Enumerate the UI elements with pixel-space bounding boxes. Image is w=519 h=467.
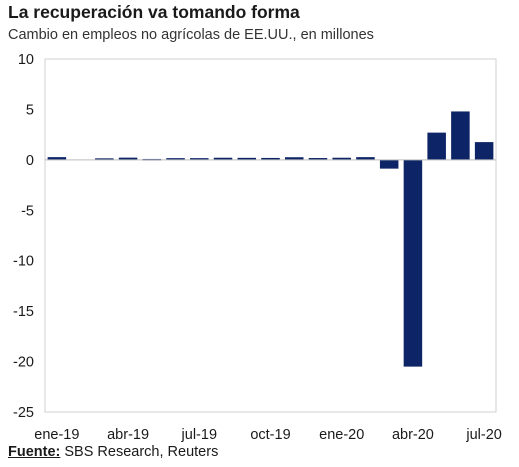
- bar-ene-19: [47, 157, 67, 160]
- y-tick-label: -5: [21, 203, 34, 219]
- y-tick-label: 10: [18, 52, 34, 68]
- bar-mar-19: [95, 158, 114, 160]
- bars: [47, 111, 494, 367]
- bar-sep-19: [237, 157, 257, 160]
- bar-ago-19: [213, 157, 233, 160]
- x-tick-label: jul-19: [181, 427, 217, 443]
- bar-oct-19: [261, 157, 280, 160]
- y-tick-label: 5: [26, 102, 34, 118]
- bar-abr-20: [403, 159, 423, 367]
- bar-may-20: [427, 132, 446, 160]
- bar-nov-19: [284, 157, 304, 160]
- x-axis-ticks: ene-19 abr-19 jul-19 oct-19 ene-20 abr-20 jul-…: [34, 427, 502, 443]
- source-note: Fuente: SBS Research, Reuters: [8, 444, 218, 460]
- y-tick-label: -20: [13, 355, 34, 371]
- bar-feb-20: [356, 157, 375, 160]
- x-tick-label: oct-19: [250, 427, 290, 443]
- plot-area-frame: [44, 58, 497, 413]
- bar-jun-19: [166, 158, 185, 160]
- bar-abr-19: [118, 157, 138, 160]
- x-tick-label: abr-20: [392, 427, 434, 443]
- y-tick-label: -10: [13, 254, 34, 270]
- x-tick-label: ene-19: [34, 427, 79, 443]
- bar-ene-20: [332, 157, 351, 160]
- y-tick-label: -25: [13, 405, 34, 421]
- x-tick-label: jul-20: [465, 427, 501, 443]
- bar-dic-19: [308, 158, 328, 160]
- x-tick-label: abr-19: [107, 427, 149, 443]
- chart-title: La recuperación va tomando forma: [8, 2, 300, 22]
- source-text: SBS Research, Reuters: [64, 444, 219, 460]
- chart-subtitle: Cambio en empleos no agrícolas de EE.UU.…: [8, 27, 374, 43]
- bar-jul-19: [190, 158, 209, 160]
- y-tick-label: 0: [26, 153, 34, 169]
- source-label: Fuente:: [8, 444, 61, 460]
- bar-jun-20: [451, 111, 470, 160]
- bar-mar-20: [379, 159, 399, 169]
- bar-jul-20: [474, 142, 494, 160]
- x-tick-label: ene-20: [319, 427, 364, 443]
- y-tick-label: -15: [13, 304, 34, 320]
- y-axis-ticks: 10 5 0 -5 -10 -15 -20 -25: [13, 52, 34, 421]
